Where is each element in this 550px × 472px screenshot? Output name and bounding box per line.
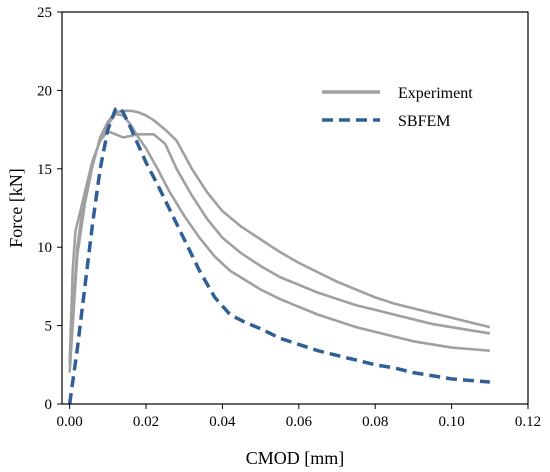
x-tick-label: 0.02 (133, 414, 159, 430)
series-line-sbfem (67, 105, 490, 405)
y-tick-label: 0 (45, 397, 53, 413)
legend: Experiment SBFEM (322, 85, 473, 130)
x-tick-label: 0.08 (362, 414, 388, 430)
x-tick-label: 0.06 (286, 414, 313, 430)
x-tick-label: 0.10 (438, 414, 464, 430)
x-tick-label: 0.04 (209, 414, 236, 430)
plot-frame (61, 11, 529, 405)
legend-label-sbfem: SBFEM (398, 113, 450, 130)
x-tick-label: 0.12 (515, 414, 541, 430)
y-tick-label: 10 (37, 240, 52, 256)
y-tick-label: 5 (45, 319, 53, 335)
series-line-experiment-3 (68, 112, 490, 365)
y-axis-title: Force [kN] (6, 168, 26, 247)
x-axis-title: CMOD [mm] (246, 448, 345, 468)
y-tick-label: 25 (37, 5, 52, 21)
series-line-experiment-1 (68, 129, 491, 365)
series-layer (67, 105, 491, 405)
y-tick-label: 15 (37, 162, 52, 178)
x-axis: 0.00 0.02 0.04 0.06 0.08 0.10 0.12 (57, 404, 541, 430)
legend-label-experiment: Experiment (398, 85, 473, 102)
x-tick-label: 0.00 (57, 414, 83, 430)
y-tick-label: 20 (37, 83, 52, 99)
series-line-experiment-2 (68, 109, 491, 373)
y-axis: 0 5 10 15 20 25 (37, 5, 62, 413)
